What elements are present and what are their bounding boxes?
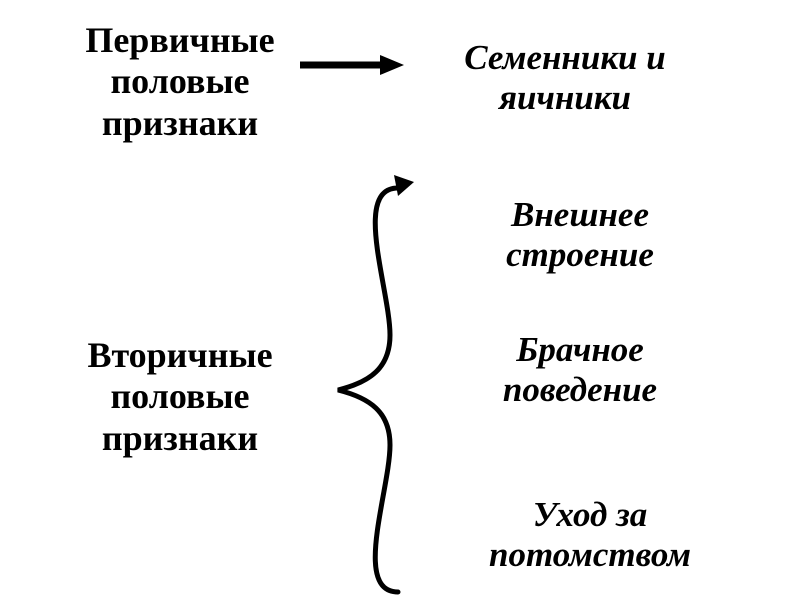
text-line: строение (506, 235, 654, 274)
primary-item: Семенники и яичники (415, 38, 715, 119)
text-line: яичники (499, 78, 631, 117)
secondary-item-3: Уход за потомством (430, 495, 750, 576)
primary-heading: Первичные половые признаки (60, 20, 300, 144)
brace-secondary (338, 175, 414, 592)
secondary-item-2: Брачное поведение (440, 330, 720, 411)
text-line: признаки (102, 418, 258, 458)
text-line: Семенники и (464, 38, 666, 77)
text-line: половые (110, 376, 249, 416)
arrow-primary (300, 55, 404, 75)
secondary-heading: Вторичные половые признаки (60, 335, 300, 459)
text-line: поведение (503, 370, 657, 409)
text-line: Вторичные (87, 335, 272, 375)
text-line: Уход за (533, 495, 648, 534)
text-line: Первичные (85, 20, 274, 60)
text-line: Внешнее (511, 195, 649, 234)
text-line: Брачное (516, 330, 644, 369)
text-line: половые (110, 61, 249, 101)
text-line: потомством (489, 535, 691, 574)
text-line: признаки (102, 103, 258, 143)
secondary-item-1: Внешнее строение (440, 195, 720, 276)
